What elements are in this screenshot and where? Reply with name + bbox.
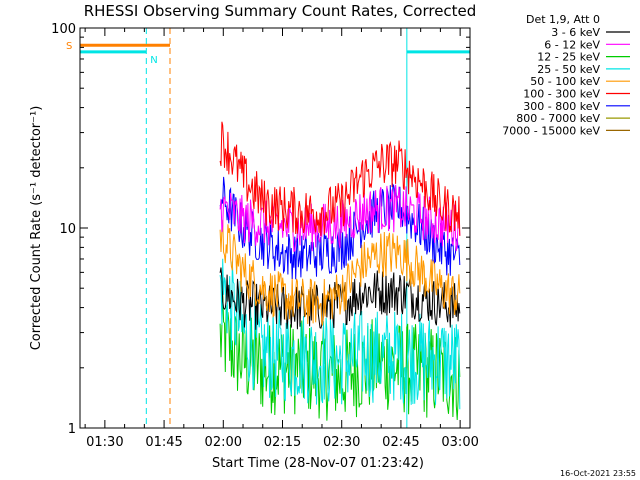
series-line-25-50-kev (219, 258, 461, 410)
series-line-100-300-kev (219, 121, 461, 236)
legend-title: Det 1,9, Att 0 (526, 13, 600, 26)
legend-label-2: 12 - 25 keV (537, 51, 600, 64)
marker-label-s: S (66, 41, 72, 52)
legend-label-8: 7000 - 15000 keV (502, 124, 600, 137)
x-tick-label-3: 02:15 (264, 435, 301, 450)
x-tick-label-2: 02:00 (205, 435, 242, 450)
data-layer: SN (66, 28, 471, 428)
marker-label-n: N (150, 55, 157, 66)
legend-label-0: 3 - 6 keV (551, 26, 600, 39)
x-tick-label-6: 03:00 (441, 435, 478, 450)
series-line-50-100-kev (219, 219, 461, 326)
x-axis-label: Start Time (28-Nov-07 01:23:42) (212, 456, 424, 471)
y-tick-label-2: 100 (51, 22, 76, 37)
series-line-12-25-kev (219, 291, 461, 421)
legend-label-5: 100 - 300 keV (523, 88, 600, 101)
legend-label-1: 6 - 12 keV (544, 38, 600, 51)
legend-label-6: 300 - 800 keV (523, 100, 600, 113)
y-tick-label-1: 10 (59, 222, 76, 237)
chart-title: RHESSI Observing Summary Count Rates, Co… (84, 2, 477, 20)
x-tick-label-1: 01:45 (145, 435, 182, 450)
y-tick-label-0: 1 (68, 422, 76, 437)
x-tick-label-0: 01:30 (86, 435, 123, 450)
legend-label-3: 25 - 50 keV (537, 63, 600, 76)
y-axis-label: Corrected Count Rate (s⁻¹ detector⁻¹) (29, 106, 44, 351)
x-tick-label-5: 02:45 (382, 435, 419, 450)
legend-label-4: 50 - 100 keV (530, 75, 600, 88)
axes-layer: 1 10 100 01:30 01:45 02:00 02:15 02:30 02:45 03:0… (51, 22, 479, 450)
legend-label-7: 800 - 7000 keV (516, 112, 600, 125)
x-tick-label-4: 02:30 (323, 435, 360, 450)
footer-timestamp: 16-Oct-2021 23:55 (560, 469, 636, 478)
series-line-6-12-kev (219, 184, 461, 253)
